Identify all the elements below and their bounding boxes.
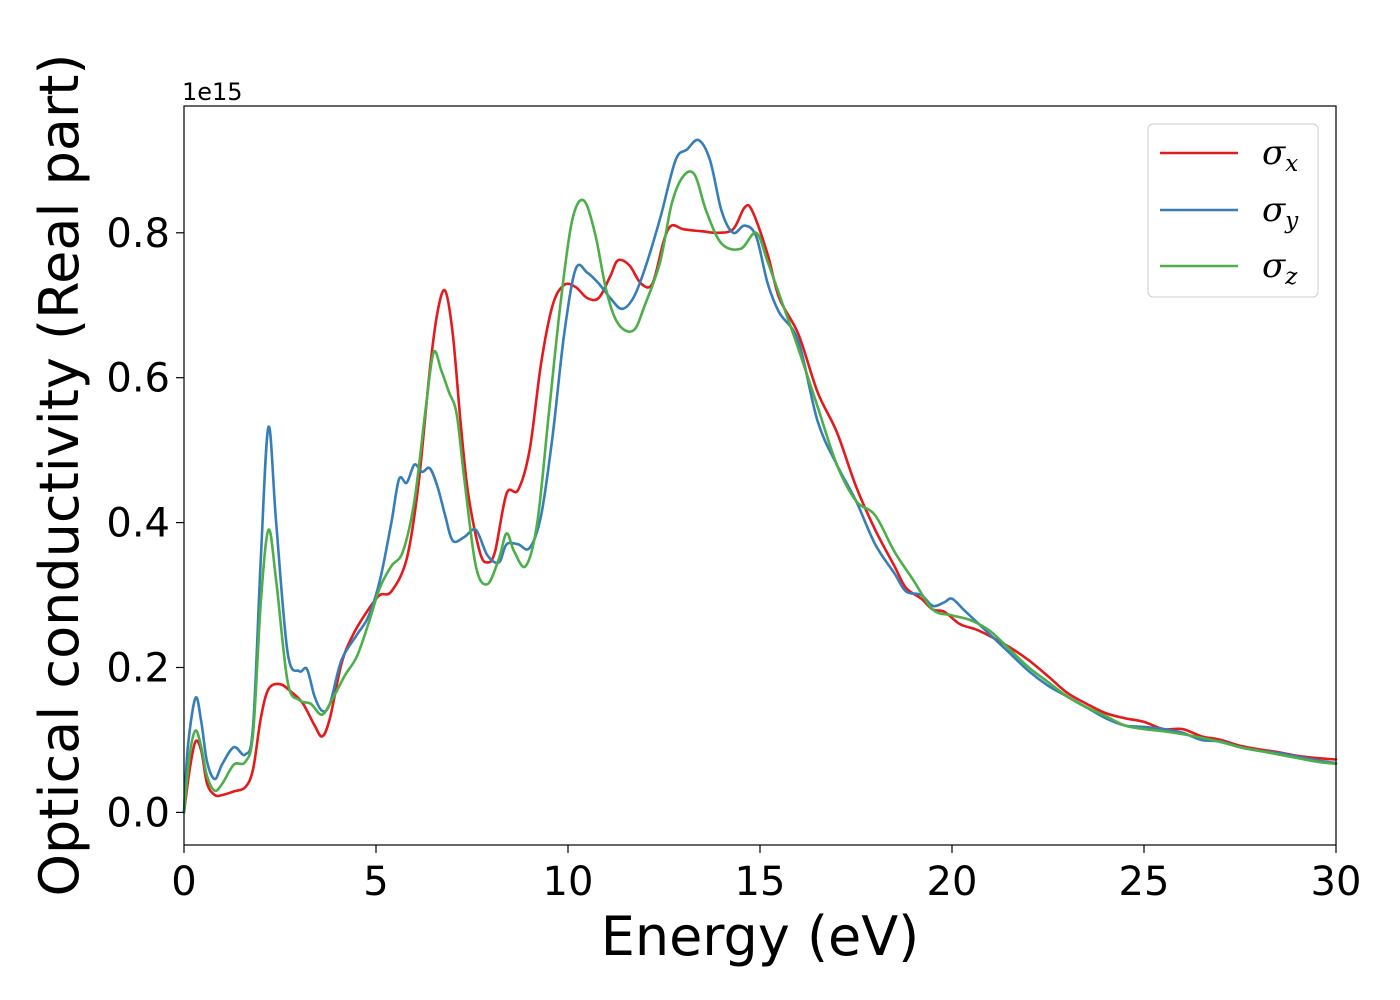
y-axis-ticks: 0.0 0.2 0.4 0.6 0.8	[106, 211, 184, 836]
series-layer	[182, 138, 1338, 814]
x-tick-label: 25	[1119, 859, 1170, 905]
x-tick-label: 15	[735, 859, 786, 905]
legend-label-x: σx	[1262, 133, 1298, 177]
x-tick-label: 30	[1311, 859, 1362, 905]
legend-entries: σx σy σz	[1160, 133, 1299, 290]
legend-label-y: σy	[1262, 190, 1299, 234]
y-tick-label: 0.4	[106, 501, 170, 547]
y-offset-label: 1e15	[182, 78, 243, 106]
legend-label-z: σz	[1262, 246, 1298, 290]
y-tick-label: 0.0	[106, 790, 170, 836]
series-line-z	[182, 170, 1338, 814]
y-tick-label: 0.8	[106, 211, 170, 257]
x-axis-ticks: 0 5 10 15 20 25 30	[171, 845, 1361, 905]
series-line-x	[182, 203, 1338, 814]
series-line-y	[182, 138, 1338, 814]
x-tick-label: 0	[171, 859, 196, 905]
y-tick-label: 0.6	[106, 356, 170, 402]
legend: σx σy σz	[1147, 123, 1319, 298]
x-tick-label: 20	[927, 859, 978, 905]
x-axis-title: Energy (eV)	[601, 905, 920, 968]
x-tick-label: 10	[543, 859, 594, 905]
x-tick-label: 5	[363, 859, 388, 905]
y-axis-title: Optical conductivity (Real part)	[28, 54, 91, 897]
y-tick-label: 0.2	[106, 645, 170, 691]
